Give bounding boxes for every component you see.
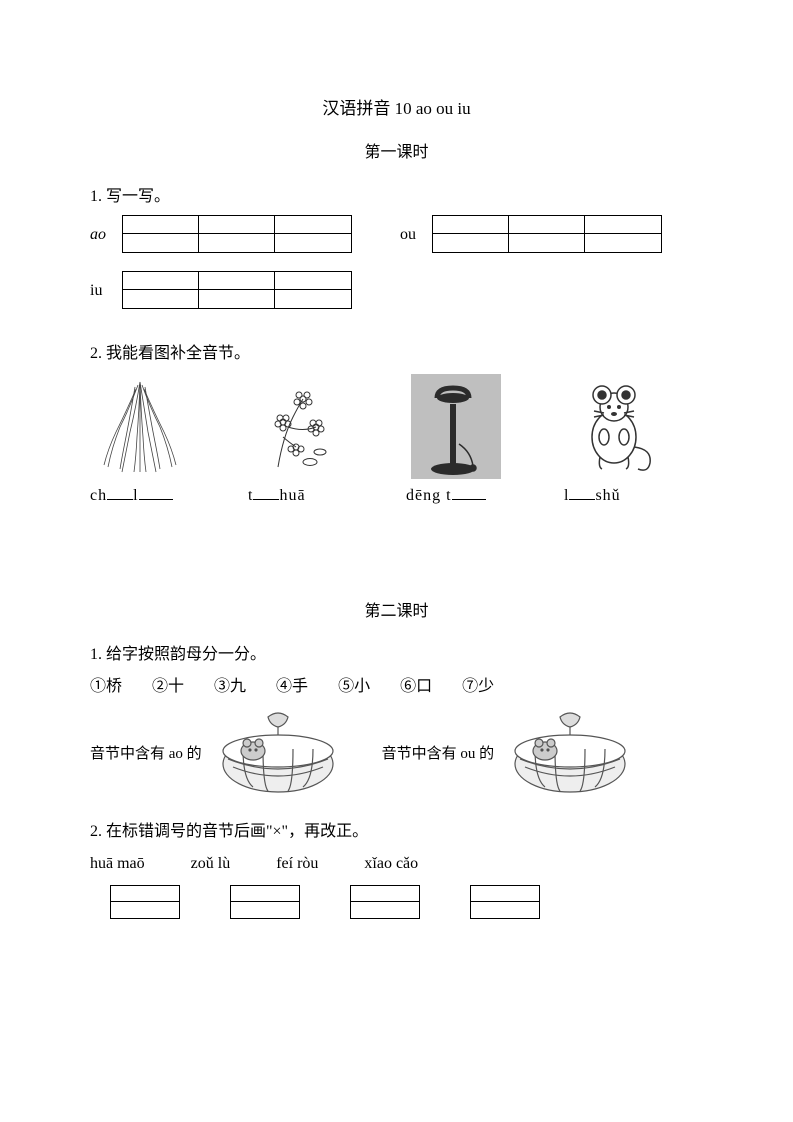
writing-row-2: iu [90,271,703,309]
answer-grid-1[interactable] [110,885,180,919]
label-iu: iu [90,278,122,304]
lesson1-q1-head: 1. 写一写。 [90,184,703,210]
pic-item-lamp: dēng t [406,377,516,509]
lesson2-subtitle: 第二课时 [90,599,703,625]
mouse-icon [564,377,664,477]
basket-ou-label: 音节中含有 ou 的 [382,742,495,766]
phrase-3: feí ròu [276,851,318,877]
pinyin-flower: thuā [248,483,306,509]
lesson1-subtitle: 第一课时 [90,140,703,166]
char-1: ①桥 [90,674,122,700]
basket-ou-icon [500,709,640,799]
picture-row: chl [90,377,703,509]
char-6: ⑥口 [400,674,432,700]
phrase-2: zoǔ lù [191,851,231,877]
phrase-1: huā maō [90,851,145,877]
lesson1-q2-head: 2. 我能看图补全音节。 [90,341,703,367]
pic-item-willow: chl [90,377,200,509]
writing-grid-iu[interactable] [122,271,352,309]
pinyin-willow: chl [90,483,173,509]
writing-grid-ou[interactable] [432,215,662,253]
lamp-icon [411,374,501,479]
char-5: ⑤小 [338,674,370,700]
answer-grid-2[interactable] [230,885,300,919]
answer-grid-3[interactable] [350,885,420,919]
char-2: ②十 [152,674,184,700]
phrase-4: xǐao cǎo [364,851,418,877]
lesson2-q2-head: 2. 在标错调号的音节后画"×"，再改正。 [90,819,703,845]
basket-row: 音节中含有 ao 的 音节中含有 ou 的 [90,709,703,799]
char-7: ⑦少 [462,674,494,700]
writing-grid-ao[interactable] [122,215,352,253]
pinyin-lamp: dēng t [406,483,486,509]
page-title: 汉语拼音 10 ao ou iu [90,95,703,122]
char-list: ①桥 ②十 ③九 ④手 ⑤小 ⑥口 ⑦少 [90,674,703,700]
answer-grid-4[interactable] [470,885,540,919]
flower-icon [248,377,348,477]
pic-item-mouse: lshǔ [564,377,674,509]
label-ou: ou [400,222,432,248]
label-ao: ao [90,222,122,248]
tone-phrases: huā maō zoǔ lù feí ròu xǐao cǎo [90,851,703,877]
answer-grids [110,885,703,919]
writing-row-1: ao ou [90,215,703,253]
willow-icon [90,377,190,477]
pic-item-flower: thuā [248,377,358,509]
lesson2-q1-head: 1. 给字按照韵母分一分。 [90,642,703,668]
pinyin-mouse: lshǔ [564,483,621,509]
basket-ao-icon [208,709,348,799]
char-3: ③九 [214,674,246,700]
basket-ao-label: 音节中含有 ao 的 [90,742,202,766]
char-4: ④手 [276,674,308,700]
